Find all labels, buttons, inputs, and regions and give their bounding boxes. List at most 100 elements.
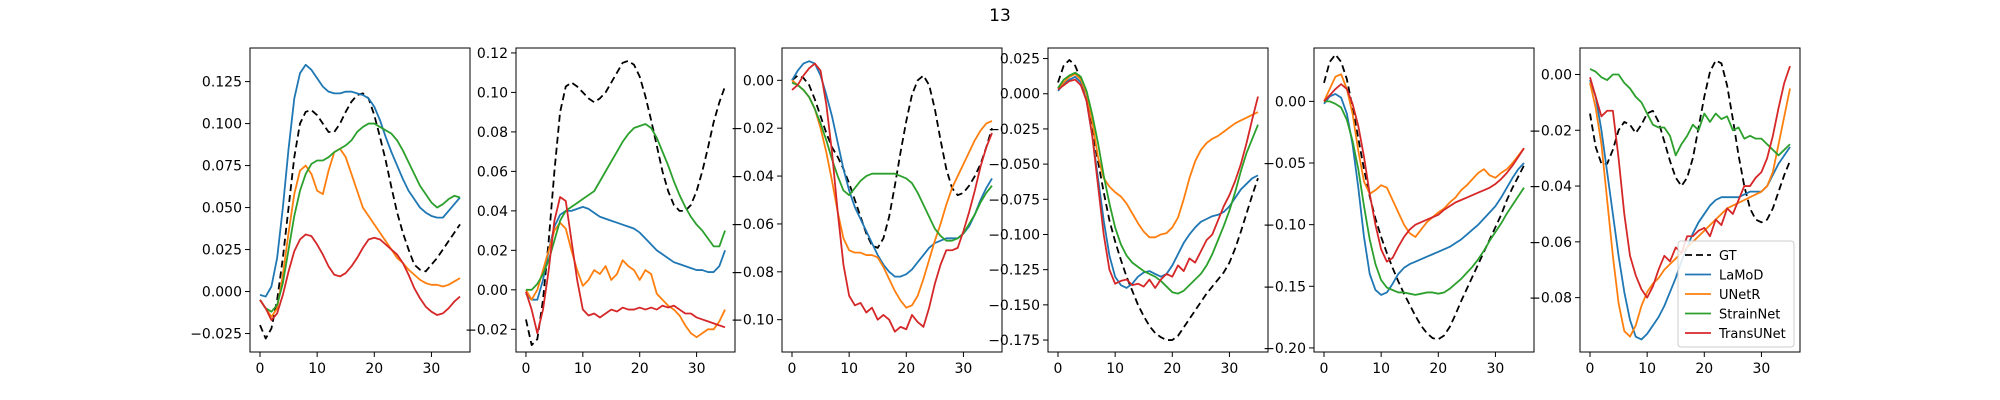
y-tick-label: −0.050	[988, 157, 1040, 173]
y-tick-label: −0.05	[1263, 156, 1306, 172]
series-line-lamod	[1323, 93, 1525, 296]
y-tick-label: −0.075	[988, 192, 1040, 208]
x-tick-label: 20	[631, 361, 649, 377]
series-line-lamod	[259, 63, 461, 298]
y-tick-label: 0.00	[1275, 94, 1306, 110]
x-tick-label: 0	[256, 361, 265, 377]
y-tick-label: −0.04	[1529, 179, 1572, 195]
y-tick-label: 0.000	[1000, 87, 1040, 103]
subplot-5: 0 10 20 30 −0.20 −0.15 −0.10 −0.05 0.00	[1263, 47, 1535, 377]
subplot-1: 0 10 20 30 −0.025 0.000 0.025 0.050 0.075 0.100 0.…	[190, 47, 471, 377]
y-tick-label: −0.06	[731, 217, 774, 233]
series-line-strainnet	[1057, 71, 1259, 295]
legend-label-transunet: TransUNet	[1718, 327, 1786, 342]
y-tick-label: −0.15	[1263, 279, 1306, 295]
x-tick-label: 10	[308, 361, 326, 377]
y-tick-label: 0.06	[477, 164, 508, 180]
x-tick-label: 30	[1221, 361, 1239, 377]
y-tick-label: −0.08	[731, 265, 774, 281]
y-tick-label: −0.02	[1529, 123, 1572, 139]
series-line-gt	[1323, 53, 1525, 341]
x-tick-label: 20	[1163, 361, 1181, 377]
y-tick-label: −0.10	[1263, 218, 1306, 234]
y-tick-label: −0.06	[1529, 235, 1572, 251]
series-line-strainnet	[259, 122, 461, 313]
y-tick-label: −0.150	[988, 298, 1040, 314]
series-line-gt	[791, 74, 993, 249]
x-tick-label: 30	[1753, 361, 1771, 377]
series-line-strainnet	[525, 123, 726, 291]
legend-label-lamod: LaMoD	[1719, 269, 1763, 284]
y-tick-label: 0.00	[477, 283, 508, 299]
series-line-lamod	[1589, 79, 1791, 341]
x-tick-label: 10	[1372, 361, 1390, 377]
x-tick-label: 20	[1695, 361, 1713, 377]
figure-suptitle: 13	[989, 6, 1011, 26]
series-line-strainnet	[1589, 68, 1791, 157]
y-tick-label: 0.02	[477, 243, 508, 259]
series-line-gt	[1589, 59, 1791, 224]
y-tick-label: 0.08	[477, 125, 508, 141]
x-tick-label: 10	[1106, 361, 1124, 377]
series-line-transunet	[791, 62, 993, 333]
x-tick-label: 0	[1320, 361, 1329, 377]
x-tick-label: 0	[788, 361, 797, 377]
legend: GT LaMoD UNetR StrainNet TransUNet	[1677, 240, 1795, 348]
subplot-panels: 0 10 20 30−0.0250.0000.0250.0500.0750.1000.…	[190, 46, 1801, 377]
axes-frame	[1047, 47, 1269, 353]
y-tick-label: −0.20	[1263, 341, 1306, 357]
legend-frame	[1677, 240, 1795, 348]
series-line-transunet	[525, 196, 726, 335]
y-tick-label: 0.075	[202, 159, 242, 175]
subplot-3: 0 10 20 30 −0.10 −0.08 −0.06 −0.04 −0.02 0.00	[731, 47, 1003, 377]
series-line-lamod	[525, 206, 726, 301]
y-tick-label: −0.02	[465, 322, 508, 338]
y-tick-label: −0.04	[731, 169, 774, 185]
y-tick-label: −0.125	[988, 263, 1040, 279]
y-tick-label: 0.000	[202, 285, 242, 301]
x-tick-label: 20	[1429, 361, 1447, 377]
x-tick-label: 0	[1586, 361, 1595, 377]
series-line-unetr	[1057, 73, 1259, 239]
series-line-unetr	[791, 79, 993, 309]
axes-frame	[515, 47, 736, 353]
y-tick-label: 0.125	[202, 75, 242, 91]
series-line-unetr	[1323, 73, 1525, 238]
x-tick-label: 0	[521, 361, 530, 377]
y-tick-label: 0.12	[477, 46, 508, 62]
series-line-gt	[1057, 59, 1259, 341]
y-tick-label: −0.175	[988, 333, 1040, 349]
series-line-strainnet	[791, 81, 993, 242]
y-tick-label: −0.100	[988, 227, 1040, 243]
y-tick-label: 0.100	[202, 117, 242, 133]
y-tick-label: −0.025	[190, 327, 242, 343]
series-line-transunet	[1589, 65, 1791, 299]
y-tick-label: −0.025	[988, 122, 1040, 138]
series-line-unetr	[259, 147, 461, 318]
legend-label-gt: GT	[1719, 249, 1737, 264]
series-line-transunet	[1323, 83, 1525, 263]
y-tick-label: 0.00	[743, 73, 774, 89]
x-tick-label: 10	[574, 361, 592, 377]
legend-label-strainnet: StrainNet	[1719, 308, 1780, 323]
y-tick-label: −0.08	[1529, 291, 1572, 307]
x-tick-label: 20	[365, 361, 383, 377]
series-line-transunet	[1057, 78, 1259, 289]
series-line-strainnet	[1324, 100, 1525, 296]
y-tick-label: 0.00	[1541, 67, 1572, 83]
x-tick-label: 30	[423, 361, 441, 377]
x-tick-label: 30	[688, 361, 706, 377]
x-tick-label: 30	[1487, 361, 1505, 377]
series-line-transunet	[259, 233, 461, 321]
y-tick-label: −0.02	[731, 121, 774, 137]
subplot-4: 0 10 20 30 −0.175 −0.150 −0.125 −0.100 −0.075 −0.…	[988, 47, 1269, 377]
y-tick-label: 0.025	[1000, 52, 1040, 68]
series-line-gt	[525, 59, 726, 346]
y-tick-label: 0.04	[477, 204, 508, 220]
axes-frame	[249, 47, 471, 353]
x-tick-label: 10	[840, 361, 858, 377]
x-tick-label: 0	[1054, 361, 1063, 377]
y-tick-label: 0.10	[477, 85, 508, 101]
